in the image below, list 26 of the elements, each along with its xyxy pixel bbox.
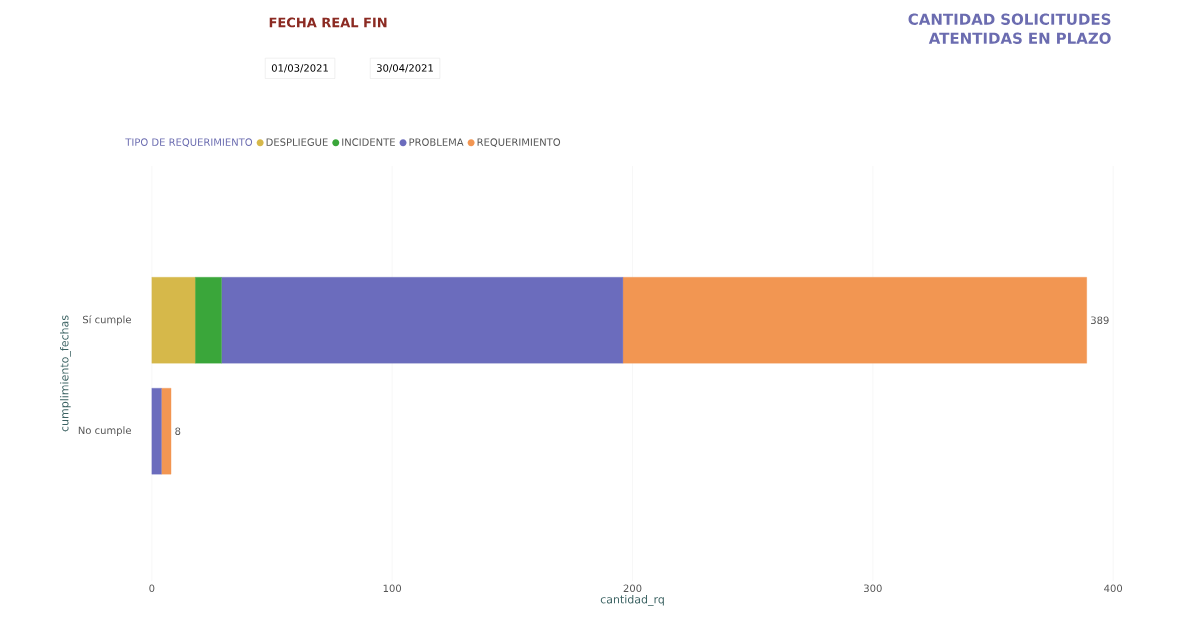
- legend-label: DESPLIEGUE: [266, 138, 328, 146]
- x-tick-label: 400: [1104, 584, 1123, 593]
- bar: [622, 277, 1087, 364]
- legend-title: TIPO DE REQUERIMIENTO: [125, 138, 253, 148]
- y-tick-label: Sí cumple: [82, 315, 131, 326]
- bar: [151, 277, 196, 364]
- bar: [161, 388, 172, 475]
- x-axis-title: cantidad_rq: [600, 594, 664, 606]
- text: FECHA REAL FIN: [269, 17, 387, 28]
- total-label: 8: [175, 427, 181, 435]
- bar: [194, 277, 222, 364]
- y-tick-label: No cumple: [78, 426, 131, 437]
- chart-title: CANTIDAD SOLICITUDES ATENTIDAS EN PLAZO: [908, 13, 1111, 44]
- bar: [151, 388, 162, 475]
- bar: [221, 277, 624, 364]
- x-tick-label: 100: [383, 584, 402, 593]
- x-tick-label: 300: [864, 584, 882, 593]
- total-label: 389: [1091, 316, 1109, 324]
- legend-label: INCIDENTE: [342, 138, 395, 146]
- x-tick-label: 0: [149, 584, 155, 593]
- legend-label: PROBLEMA: [409, 138, 464, 146]
- text: 01/03/2021: [271, 64, 328, 73]
- legend-label: REQUERIMIENTO: [477, 138, 561, 148]
- y-axis-title: cumplimiento_fechas: [60, 315, 71, 432]
- text: 30/04/2021: [376, 64, 433, 73]
- x-tick-label: 200: [623, 584, 642, 593]
